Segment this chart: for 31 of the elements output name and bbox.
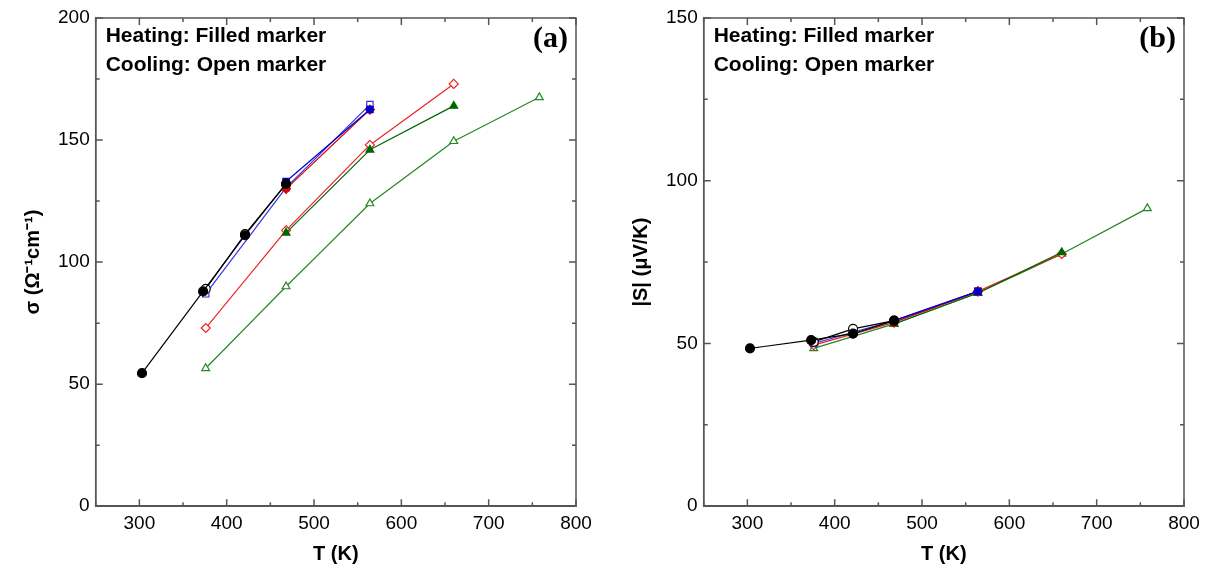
x-tick-label: 600: [993, 511, 1026, 533]
chart-title: (a): [533, 19, 568, 54]
x-axis-title: T (K): [921, 541, 967, 564]
y-tick-label: 150: [666, 6, 698, 28]
y-axis-title: |S| (μV/K): [629, 217, 652, 307]
x-tick-label: 800: [560, 511, 592, 533]
x-tick-label: 700: [472, 511, 505, 533]
annotation: Cooling: Open marker: [105, 52, 327, 76]
y-tick-label: 200: [58, 6, 90, 28]
y-tick-label: 150: [58, 128, 90, 150]
x-tick-label: 700: [1080, 511, 1113, 533]
x-tick-label: 300: [731, 511, 764, 533]
x-tick-label: 800: [1168, 511, 1200, 533]
y-axis-title: σ (Ω⁻¹cm⁻¹): [21, 209, 44, 315]
chart-title: (b): [1139, 19, 1176, 54]
y-tick-label: 0: [687, 494, 698, 516]
x-tick-label: 600: [385, 511, 418, 533]
x-tick-label: 300: [123, 511, 156, 533]
annotation: Heating: Filled marker: [105, 23, 327, 47]
annotation: Cooling: Open marker: [713, 52, 935, 76]
y-tick-label: 0: [79, 494, 90, 516]
y-tick-label: 100: [58, 250, 90, 272]
x-tick-label: 400: [210, 511, 243, 533]
y-tick-label: 50: [676, 331, 698, 353]
x-tick-label: 500: [906, 511, 938, 533]
x-tick-label: 400: [818, 511, 851, 533]
y-tick-label: 50: [68, 372, 90, 394]
annotation: Heating: Filled marker: [713, 23, 935, 47]
y-tick-label: 100: [666, 168, 698, 190]
x-axis-title: T (K): [313, 541, 359, 564]
x-tick-label: 500: [298, 511, 330, 533]
